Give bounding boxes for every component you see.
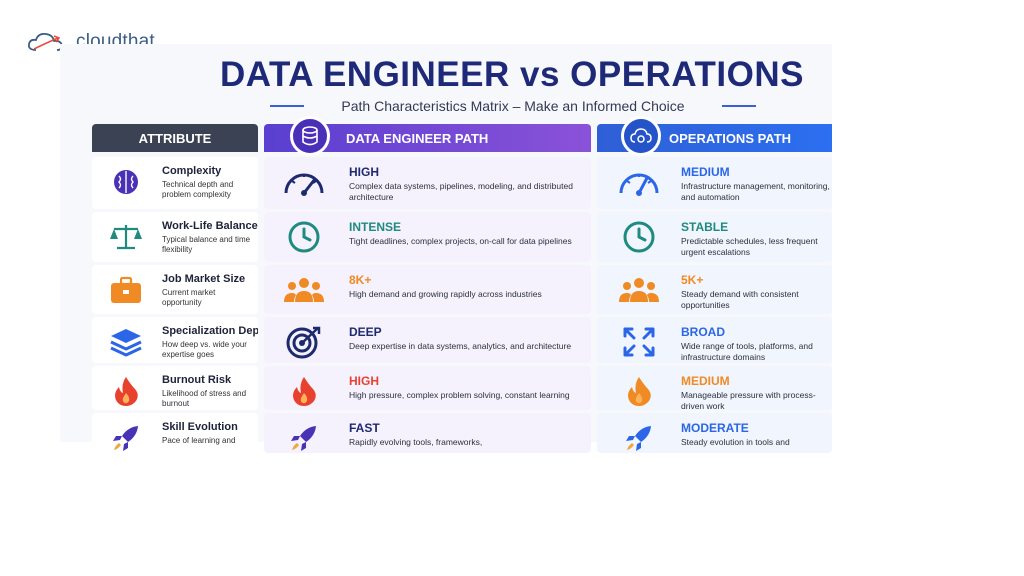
header-operations: OPERATIONS PATH [597,116,832,156]
attribute-name: Complexity [162,165,222,177]
data-engineer-cell: HIGH High pressure, complex problem solvi… [264,366,591,410]
data-engineer-level: INTENSE [349,220,402,234]
attribute-cell: Work-Life Balance Typical balance and tim… [92,212,258,262]
attribute-cell: Burnout Risk Likelihood of stress and bur… [92,366,258,410]
attribute-name: Specialization Depth [162,325,258,337]
operations-cell: BROAD Wide range of tools, platforms, and… [597,317,832,363]
attribute-cell: Complexity Technical depth and problem co… [92,157,258,209]
operations-cell: STABLE Predictable schedules, less freque… [597,212,832,262]
operations-description: Wide range of tools, platforms, and infr… [681,341,813,362]
attribute-description: Typical balance and time flexibility [162,235,251,254]
attribute-name: Work-Life Balance [162,220,258,232]
operations-description: Manageable pressure with process-driven … [681,390,816,410]
data-engineer-cell: HIGH Complex data systems, pipelines, mod… [264,157,591,209]
cloud-gear-icon [621,116,661,156]
attribute-description: How deep vs. wide your expertise goes [162,340,247,359]
operations-level: STABLE [681,220,729,234]
header-data-engineer: DATA ENGINEER PATH [264,116,591,156]
data-engineer-cell: FAST Rapidly evolving tools, frameworks, [264,413,591,453]
data-engineer-level: 8K+ [349,273,372,287]
attribute-name: Skill Evolution [162,421,238,433]
expand-arrows-icon [617,325,661,359]
data-engineer-cell: INTENSE Tight deadlines, complex projects… [264,212,591,262]
attribute-cell: Specialization Depth How deep vs. wide yo… [92,317,258,363]
attribute-cell: Job Market Size Current market opportunit… [92,265,258,314]
operations-description: Infrastructure management, monitoring, a… [681,181,830,202]
target-icon [282,325,326,359]
operations-cell: MEDIUM Manageable pressure with process-d… [597,366,832,410]
database-icon [290,116,330,156]
brain-icon [108,165,144,199]
data-engineer-description: Tight deadlines, complex projects, on-ca… [349,236,572,246]
rocket-icon [282,421,326,453]
operations-cell: MEDIUM Infrastructure management, monitor… [597,157,832,209]
flame-icon [282,374,326,408]
subtitle-row: Path Characteristics Matrix – Make an In… [270,96,756,116]
operations-cell: 5K+ Steady demand with consistent opportu… [597,265,832,314]
rocket-icon [617,421,661,453]
attribute-cell: Skill Evolution Pace of learning and [92,413,258,453]
header-attribute: ATTRIBUTE [92,124,258,152]
scales-icon [108,220,144,254]
operations-cell: MODERATE Steady evolution in tools and [597,413,832,453]
header-attribute-label: ATTRIBUTE [138,130,212,146]
clock-icon [282,220,326,254]
data-engineer-level: HIGH [349,374,379,388]
layers-icon [108,325,144,359]
operations-description: Steady evolution in tools and [681,437,790,447]
data-engineer-level: FAST [349,421,380,435]
attribute-description: Current market opportunity [162,288,216,307]
gauge-medium-icon [617,165,661,199]
data-engineer-description: Deep expertise in data systems, analytic… [349,341,572,351]
header-operations-label: OPERATIONS PATH [669,130,792,146]
people-group-icon [617,273,661,307]
data-engineer-level: DEEP [349,325,382,339]
clock-icon [617,220,661,254]
data-engineer-cell: 8K+ High demand and growing rapidly acros… [264,265,591,314]
data-engineer-description: High demand and growing rapidly across i… [349,289,542,299]
attribute-description: Likelihood of stress and burnout [162,389,247,408]
operations-description: Predictable schedules, less frequent urg… [681,236,818,257]
briefcase-icon [108,273,144,307]
rocket-icon [108,421,144,453]
data-engineer-description: Rapidly evolving tools, frameworks, [349,437,483,447]
attribute-description: Pace of learning and [162,436,236,445]
flame-icon [617,374,661,408]
data-engineer-description: Complex data systems, pipelines, modelin… [349,181,573,202]
data-engineer-cell: DEEP Deep expertise in data systems, anal… [264,317,591,363]
header-data-engineer-label: DATA ENGINEER PATH [346,130,489,146]
operations-level: MEDIUM [681,165,730,179]
attribute-name: Job Market Size [162,273,246,285]
people-group-icon [282,273,326,307]
operations-level: MODERATE [681,421,749,435]
page-subtitle: Path Characteristics Matrix – Make an In… [341,98,685,114]
flame-icon [108,374,144,408]
data-engineer-level: HIGH [349,165,379,179]
operations-level: 5K+ [681,273,704,287]
subtitle-rule-left [270,105,304,107]
operations-level: BROAD [681,325,725,339]
attribute-name: Burnout Risk [162,374,232,386]
operations-level: MEDIUM [681,374,730,388]
data-engineer-description: High pressure, complex problem solving, … [349,390,570,400]
operations-description: Steady demand with consistent opportunit… [681,289,799,310]
page-title: DATA ENGINEER vs OPERATIONS [220,55,804,94]
gauge-high-icon [282,165,326,199]
subtitle-rule-right [721,105,756,107]
attribute-description: Technical depth and problem complexity [162,180,234,199]
